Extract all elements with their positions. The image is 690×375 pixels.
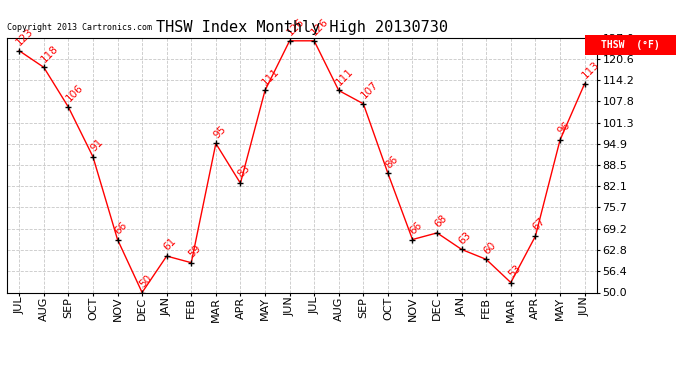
Text: 118: 118 — [39, 43, 60, 64]
Text: 61: 61 — [162, 236, 179, 253]
Text: 91: 91 — [88, 137, 105, 153]
Text: 106: 106 — [63, 83, 85, 104]
Text: 113: 113 — [580, 59, 601, 81]
Text: 86: 86 — [384, 153, 400, 170]
Text: 111: 111 — [260, 66, 282, 87]
Text: 50: 50 — [137, 273, 154, 289]
Text: 107: 107 — [359, 80, 380, 100]
Text: 126: 126 — [285, 16, 306, 38]
Text: 66: 66 — [113, 220, 129, 236]
Text: 68: 68 — [433, 213, 449, 230]
Text: 96: 96 — [555, 120, 572, 137]
Text: 126: 126 — [310, 16, 331, 38]
Text: 59: 59 — [187, 243, 203, 260]
Text: 67: 67 — [531, 216, 547, 233]
Text: 111: 111 — [334, 66, 355, 87]
Text: Copyright 2013 Cartronics.com: Copyright 2013 Cartronics.com — [7, 23, 152, 32]
Text: 83: 83 — [236, 164, 253, 180]
Text: 60: 60 — [482, 240, 498, 256]
Text: 53: 53 — [506, 263, 522, 279]
Text: 66: 66 — [408, 220, 424, 236]
Text: 95: 95 — [211, 124, 228, 140]
Text: 63: 63 — [457, 230, 473, 246]
Text: 123: 123 — [14, 26, 36, 47]
Title: THSW Index Monthly High 20130730: THSW Index Monthly High 20130730 — [156, 20, 448, 35]
